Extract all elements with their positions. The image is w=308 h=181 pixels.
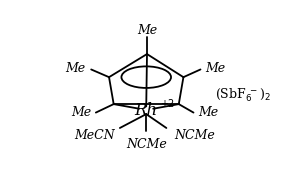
Text: Me: Me [66,62,86,75]
Text: Me: Me [71,106,91,119]
Text: +2: +2 [160,99,174,109]
Text: NCMe: NCMe [175,129,215,142]
Text: NCMe: NCMe [126,138,167,151]
Text: Rh: Rh [135,102,158,119]
Text: Me: Me [137,24,157,37]
Text: MeCN: MeCN [74,129,115,142]
Text: Me: Me [205,62,225,75]
Text: (SbF$_6^{\ -}$)$_2$: (SbF$_6^{\ -}$)$_2$ [215,86,271,104]
Text: Me: Me [198,106,218,119]
